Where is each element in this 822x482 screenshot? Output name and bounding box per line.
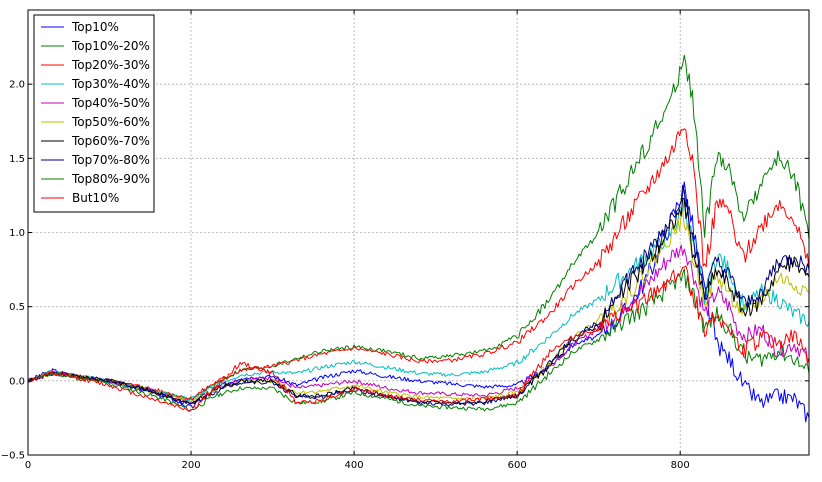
- series-line-3: [27, 197, 810, 402]
- x-tick-label: 400: [345, 460, 364, 471]
- legend-label: Top60%-70%: [71, 134, 150, 148]
- y-tick-label: 0.5: [9, 302, 25, 313]
- series-line-8: [27, 268, 810, 412]
- series-line-2: [27, 128, 810, 401]
- y-tick-label: 1.5: [9, 154, 25, 165]
- x-tick-label: 200: [182, 460, 201, 471]
- series-line-9: [27, 265, 810, 412]
- legend-label: Top30%-40%: [71, 77, 150, 91]
- x-tick-label: 0: [25, 460, 31, 471]
- series-lines: [27, 54, 810, 423]
- x-tick-label: 600: [508, 460, 527, 471]
- legend-label: Top70%-80%: [71, 153, 150, 167]
- legend: Top10% Top10%-20% Top20%-30% Top30%-40% Top4…: [33, 14, 155, 213]
- y-tick-label: 0.0: [9, 376, 25, 387]
- legend-label: Top40%-50%: [71, 96, 150, 110]
- y-tick-label: 1.0: [9, 228, 25, 239]
- x-tick-label: 800: [671, 460, 690, 471]
- legend-label: Top20%-30%: [71, 58, 150, 72]
- series-line-7: [27, 184, 810, 407]
- legend-label: Top10%: [71, 20, 119, 34]
- y-tick-label: 2.0: [9, 80, 25, 91]
- legend-label: Top50%-60%: [71, 115, 150, 129]
- series-line-6: [27, 197, 810, 405]
- legend-label: But10%: [72, 191, 119, 205]
- legend-label: Top10%-20%: [71, 39, 150, 53]
- y-tick-label: −0.5: [1, 451, 25, 462]
- axis-ticks: 0 200 400 600 800 −0.5 0.0 0.5 1.0 1.5 2.0: [1, 10, 809, 471]
- legend-label: Top80%-90%: [71, 172, 150, 186]
